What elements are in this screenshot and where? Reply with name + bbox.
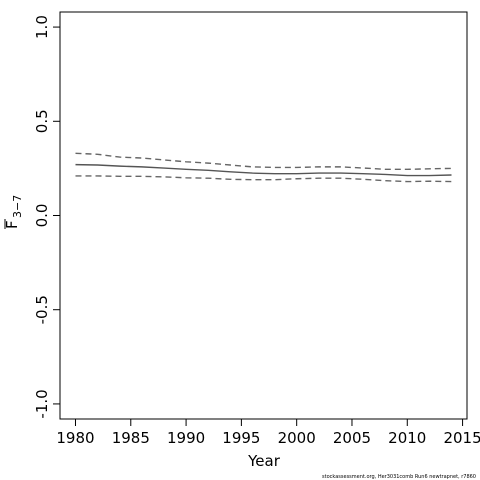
y-tick-label-group: -0.5	[33, 295, 51, 324]
y-tick-label-group: 0.5	[33, 109, 51, 133]
x-tick-label: 2010	[388, 429, 426, 447]
series-line	[75, 175, 452, 183]
plot-frame	[59, 11, 468, 420]
y-tick-label-group: 0.0	[33, 204, 51, 228]
y-tick-label: -0.5	[33, 295, 51, 324]
y-tick-label-group: -1.0	[33, 389, 51, 418]
x-tick-label: 1985	[112, 429, 150, 447]
y-tick-label-group: 1.0	[33, 15, 51, 39]
x-tick-label: 1990	[167, 429, 205, 447]
footnote: stockassessment.org, Her3031comb Run6 ne…	[322, 474, 476, 480]
x-axis-label: Year	[247, 452, 281, 470]
y-axis-label-subscript: 3−7	[11, 195, 24, 218]
x-tick-label: 1995	[222, 429, 260, 447]
x-tick-label: 2015	[443, 429, 480, 447]
y-tick-label: 0.5	[33, 109, 51, 133]
series-line	[75, 152, 452, 171]
x-tick-label: 2005	[333, 429, 371, 447]
y-tick-label: -1.0	[33, 389, 51, 418]
series-line	[75, 163, 452, 177]
y-tick-label: 0.0	[33, 204, 51, 228]
y-tick-label: 1.0	[33, 15, 51, 39]
y-axis-label-main: F	[3, 220, 21, 229]
x-tick-label: 1980	[56, 429, 94, 447]
y-axis-label: F 3−7	[3, 195, 24, 229]
x-tick-label: 2000	[278, 429, 316, 447]
